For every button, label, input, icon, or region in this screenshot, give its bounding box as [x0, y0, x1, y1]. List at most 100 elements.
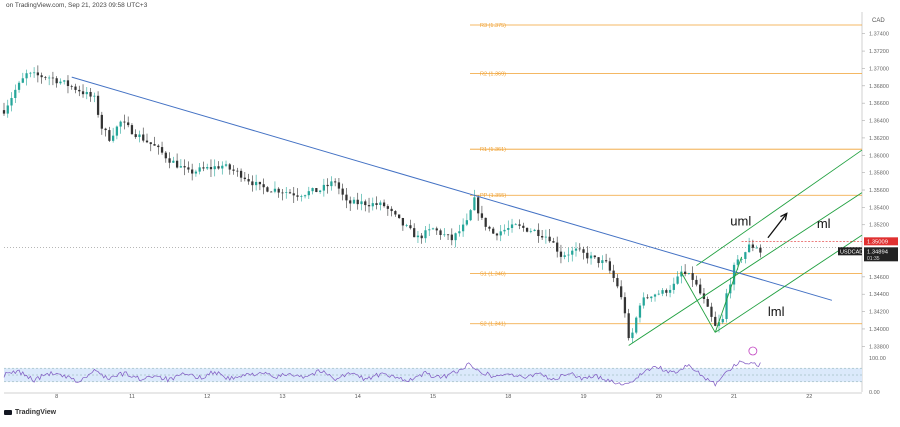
candle-body	[446, 234, 450, 236]
candle-body	[443, 234, 446, 236]
candle-body	[81, 91, 85, 95]
candle-body	[604, 260, 608, 262]
candle-body	[164, 152, 167, 159]
candle-body	[296, 195, 299, 197]
candle-body	[616, 278, 619, 287]
candle-body	[390, 208, 393, 212]
candle-body	[401, 218, 405, 226]
rsi-tick-label: 0.00	[869, 390, 880, 396]
candle-body	[307, 191, 310, 196]
candle-body	[537, 229, 540, 237]
candle-body	[172, 160, 175, 163]
pivot-label-s2: S2 (1.341)	[480, 322, 506, 328]
candle-body	[725, 293, 728, 320]
candle-body	[631, 332, 634, 339]
candle-body	[157, 145, 160, 148]
x-tick-label: 11	[129, 394, 135, 400]
candle-body	[318, 190, 322, 193]
candle-body	[367, 205, 371, 207]
candle-body	[89, 91, 92, 97]
y-tick-label: 1.37000	[869, 66, 889, 72]
candle-body	[657, 293, 660, 295]
candle-body	[620, 286, 623, 298]
candle-body	[326, 184, 329, 187]
brand-logo[interactable]: TradingView	[4, 409, 56, 416]
pivot-label-pp: PP (1.355)	[480, 193, 506, 199]
y-tick-label: 1.36000	[869, 153, 889, 159]
rsi-line	[3, 360, 761, 387]
candle-body	[386, 206, 389, 209]
candle-body	[717, 322, 721, 326]
candle-body	[104, 128, 107, 131]
candle-body	[21, 78, 24, 83]
candle-body	[582, 249, 585, 253]
candle-body	[522, 225, 525, 228]
candle-body	[142, 134, 145, 141]
candle-body	[477, 197, 480, 214]
annotation-lml: lml	[768, 304, 785, 319]
candle-body	[330, 181, 333, 187]
indicator-settings-icon	[748, 346, 758, 356]
candle-body	[108, 130, 111, 141]
candle-body	[567, 254, 570, 256]
candle-body	[420, 235, 423, 239]
header-text: on TradingView.com, Sep 21, 2023 09:58 U…	[6, 2, 148, 9]
candle-body	[431, 228, 435, 230]
candle-body	[495, 233, 499, 236]
candle-body	[119, 121, 122, 127]
candle-body	[360, 201, 363, 205]
candle-body	[78, 89, 81, 92]
candle-body	[608, 261, 611, 271]
candle-body	[40, 75, 43, 78]
candle-body	[450, 234, 453, 241]
candle-body	[514, 224, 517, 226]
candle-body	[469, 210, 472, 221]
candle-body	[627, 313, 630, 339]
x-tick-label: 18	[505, 394, 511, 400]
pivot-label-r2: R2 (1.369)	[480, 72, 506, 78]
candle-body	[236, 170, 239, 172]
candle-body	[503, 229, 506, 232]
candle-body	[556, 242, 559, 252]
candle-body	[747, 244, 751, 253]
candle-body	[221, 165, 224, 169]
candle-body	[14, 89, 17, 98]
x-tick-label: 14	[355, 394, 361, 400]
pivot-label-r1: R1 (1.361)	[480, 147, 506, 153]
channel-lower-line	[714, 234, 863, 333]
candle-body	[300, 196, 303, 197]
candle-body	[243, 177, 246, 180]
candle-body	[337, 182, 341, 189]
candle-body	[322, 184, 325, 191]
candle-body	[48, 77, 51, 79]
candle-body	[635, 317, 638, 333]
direction-arrow	[767, 213, 788, 239]
candle-body	[759, 247, 762, 253]
y-tick-label: 1.35400	[869, 205, 889, 211]
candle-body	[593, 255, 596, 258]
y-tick-label: 1.36800	[869, 84, 889, 90]
channel-middle-line	[628, 192, 863, 346]
candle-body	[224, 164, 228, 166]
candle-body	[36, 72, 39, 76]
candle-body	[586, 252, 589, 259]
candle-body	[375, 203, 378, 205]
candle-body	[398, 214, 401, 219]
candle-body	[17, 82, 21, 90]
candle-body	[751, 244, 754, 248]
candle-body	[646, 297, 649, 299]
candle-body	[533, 229, 536, 231]
candle-body	[228, 164, 231, 170]
candle-body	[191, 169, 194, 174]
candle-body	[668, 289, 672, 293]
currency-label: CAD	[872, 18, 885, 24]
y-tick-label: 1.37200	[869, 49, 889, 55]
y-tick-label: 1.34400	[869, 292, 889, 298]
candle-body	[25, 73, 28, 79]
candle-body	[435, 228, 438, 231]
candle-body	[44, 77, 47, 78]
candle-body	[130, 125, 134, 135]
candle-body	[288, 192, 292, 194]
candle-body	[676, 276, 679, 284]
candle-body	[680, 271, 683, 277]
